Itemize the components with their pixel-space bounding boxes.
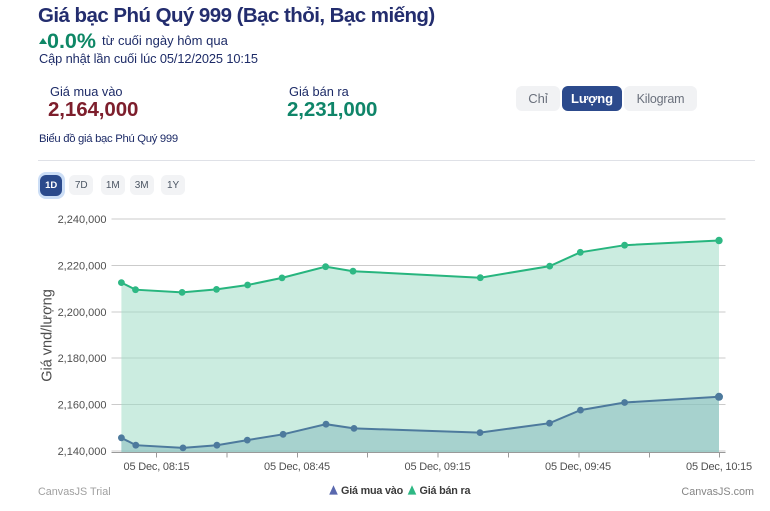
svg-text:05 Dec, 10:15: 05 Dec, 10:15 [686, 461, 752, 473]
svg-text:2,200,000: 2,200,000 [58, 307, 107, 319]
svg-text:05 Dec, 08:45: 05 Dec, 08:45 [264, 461, 330, 473]
svg-text:2,140,000: 2,140,000 [58, 446, 107, 458]
svg-text:Giá vnd/lượng: Giá vnd/lượng [40, 289, 56, 382]
svg-text:2,240,000: 2,240,000 [58, 214, 107, 226]
svg-text:CanvasJS.com: CanvasJS.com [681, 486, 754, 498]
svg-text:05 Dec, 09:45: 05 Dec, 09:45 [545, 461, 611, 473]
svg-text:Giá mua vào: Giá mua vào [341, 485, 404, 497]
svg-text:05 Dec, 08:15: 05 Dec, 08:15 [124, 461, 190, 473]
svg-text:Giá bán ra: Giá bán ra [420, 485, 472, 497]
svg-text:2,160,000: 2,160,000 [58, 400, 107, 412]
svg-text:2,220,000: 2,220,000 [58, 260, 107, 272]
svg-text:05 Dec, 09:15: 05 Dec, 09:15 [405, 461, 471, 473]
svg-text:CanvasJS Trial: CanvasJS Trial [38, 486, 111, 498]
svg-text:2,180,000: 2,180,000 [58, 353, 107, 365]
